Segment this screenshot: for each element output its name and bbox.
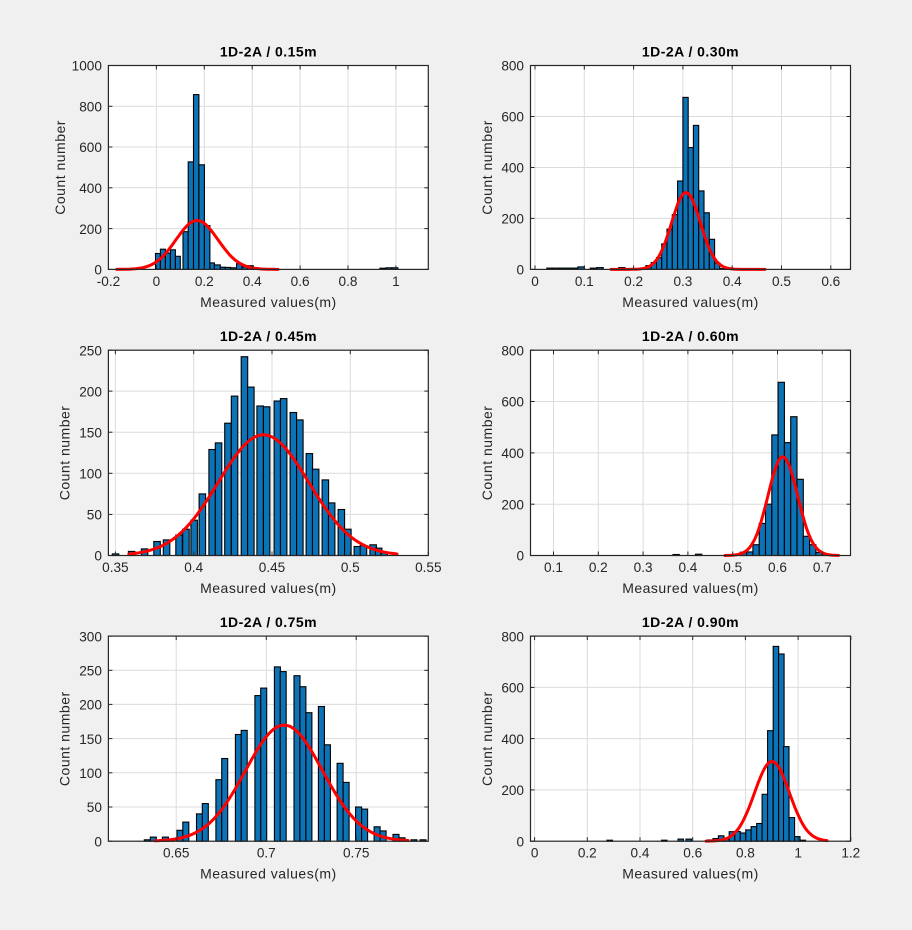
svg-text:800: 800 bbox=[501, 629, 524, 644]
svg-text:800: 800 bbox=[501, 59, 524, 74]
svg-text:0: 0 bbox=[516, 263, 524, 278]
svg-text:Measured values(m): Measured values(m) bbox=[622, 866, 759, 882]
svg-text:Measured values(m): Measured values(m) bbox=[622, 580, 759, 596]
svg-text:0.6: 0.6 bbox=[821, 274, 840, 289]
svg-text:-0.2: -0.2 bbox=[97, 274, 120, 289]
svg-text:0.75: 0.75 bbox=[343, 846, 369, 861]
svg-text:600: 600 bbox=[501, 681, 524, 696]
svg-text:1: 1 bbox=[392, 274, 400, 289]
svg-text:400: 400 bbox=[501, 446, 524, 461]
svg-text:Count number: Count number bbox=[52, 120, 68, 215]
svg-text:0.5: 0.5 bbox=[723, 560, 742, 575]
svg-text:0.1: 0.1 bbox=[575, 274, 594, 289]
svg-text:300: 300 bbox=[79, 629, 102, 644]
svg-text:0.4: 0.4 bbox=[243, 274, 262, 289]
svg-text:1D-2A / 0.45m: 1D-2A / 0.45m bbox=[220, 328, 317, 344]
svg-text:1D-2A / 0.75m: 1D-2A / 0.75m bbox=[220, 614, 317, 630]
svg-text:0.55: 0.55 bbox=[415, 560, 441, 575]
svg-text:200: 200 bbox=[79, 222, 102, 237]
svg-text:0.35: 0.35 bbox=[102, 560, 128, 575]
svg-text:0.6: 0.6 bbox=[768, 560, 787, 575]
svg-text:0: 0 bbox=[531, 274, 539, 289]
svg-text:0.6: 0.6 bbox=[683, 846, 702, 861]
svg-text:Count number: Count number bbox=[479, 691, 495, 786]
svg-text:0.8: 0.8 bbox=[736, 846, 755, 861]
svg-text:600: 600 bbox=[501, 395, 524, 410]
svg-text:800: 800 bbox=[501, 343, 524, 358]
svg-text:200: 200 bbox=[501, 783, 524, 798]
svg-text:0.6: 0.6 bbox=[291, 274, 310, 289]
svg-text:1D-2A / 0.15m: 1D-2A / 0.15m bbox=[220, 44, 317, 60]
svg-text:200: 200 bbox=[79, 384, 102, 399]
svg-text:250: 250 bbox=[79, 664, 102, 679]
svg-text:0.5: 0.5 bbox=[341, 560, 360, 575]
svg-text:0.4: 0.4 bbox=[678, 560, 697, 575]
svg-text:0.4: 0.4 bbox=[184, 560, 203, 575]
svg-text:600: 600 bbox=[501, 110, 524, 125]
svg-text:200: 200 bbox=[501, 497, 524, 512]
svg-text:Measured values(m): Measured values(m) bbox=[200, 866, 337, 882]
svg-text:0.2: 0.2 bbox=[195, 274, 214, 289]
svg-text:0.65: 0.65 bbox=[163, 846, 189, 861]
svg-text:1: 1 bbox=[794, 846, 802, 861]
svg-text:0.5: 0.5 bbox=[772, 274, 791, 289]
svg-text:0.1: 0.1 bbox=[544, 560, 563, 575]
svg-text:0.3: 0.3 bbox=[634, 560, 653, 575]
svg-text:200: 200 bbox=[79, 698, 102, 713]
svg-text:1D-2A / 0.90m: 1D-2A / 0.90m bbox=[642, 614, 739, 630]
svg-text:Measured values(m): Measured values(m) bbox=[200, 580, 337, 596]
svg-text:400: 400 bbox=[501, 732, 524, 747]
svg-text:800: 800 bbox=[79, 100, 102, 115]
svg-text:0.4: 0.4 bbox=[723, 274, 742, 289]
svg-text:50: 50 bbox=[87, 508, 103, 523]
svg-text:0.2: 0.2 bbox=[578, 846, 597, 861]
svg-text:0: 0 bbox=[153, 274, 161, 289]
svg-text:1D-2A / 0.30m: 1D-2A / 0.30m bbox=[642, 44, 739, 60]
svg-text:Measured values(m): Measured values(m) bbox=[200, 294, 337, 310]
svg-text:Count number: Count number bbox=[479, 120, 495, 215]
svg-text:0: 0 bbox=[94, 549, 102, 564]
svg-text:0.45: 0.45 bbox=[259, 560, 285, 575]
svg-text:0: 0 bbox=[516, 834, 524, 849]
svg-text:0: 0 bbox=[94, 263, 102, 278]
svg-text:0.7: 0.7 bbox=[257, 846, 276, 861]
svg-text:100: 100 bbox=[79, 467, 102, 482]
svg-text:600: 600 bbox=[79, 140, 102, 155]
svg-text:0: 0 bbox=[531, 846, 539, 861]
svg-text:150: 150 bbox=[79, 732, 102, 747]
svg-text:0.4: 0.4 bbox=[631, 846, 650, 861]
svg-text:1000: 1000 bbox=[72, 59, 103, 74]
svg-text:100: 100 bbox=[79, 766, 102, 781]
svg-text:Count number: Count number bbox=[56, 691, 72, 786]
svg-text:1D-2A / 0.60m: 1D-2A / 0.60m bbox=[642, 328, 739, 344]
svg-text:0.3: 0.3 bbox=[673, 274, 692, 289]
svg-text:400: 400 bbox=[501, 161, 524, 176]
svg-text:0: 0 bbox=[94, 834, 102, 849]
svg-text:0.2: 0.2 bbox=[624, 274, 643, 289]
svg-text:0.8: 0.8 bbox=[339, 274, 358, 289]
svg-text:50: 50 bbox=[87, 800, 103, 815]
svg-text:0.2: 0.2 bbox=[589, 560, 608, 575]
svg-text:Count number: Count number bbox=[479, 406, 495, 501]
svg-text:1.2: 1.2 bbox=[841, 846, 860, 861]
svg-text:Count number: Count number bbox=[56, 406, 72, 501]
svg-text:0.7: 0.7 bbox=[813, 560, 832, 575]
svg-text:0: 0 bbox=[516, 549, 524, 564]
svg-text:250: 250 bbox=[79, 343, 102, 358]
svg-text:400: 400 bbox=[79, 181, 102, 196]
svg-text:Measured values(m): Measured values(m) bbox=[622, 294, 759, 310]
svg-text:150: 150 bbox=[79, 425, 102, 440]
svg-text:200: 200 bbox=[501, 212, 524, 227]
